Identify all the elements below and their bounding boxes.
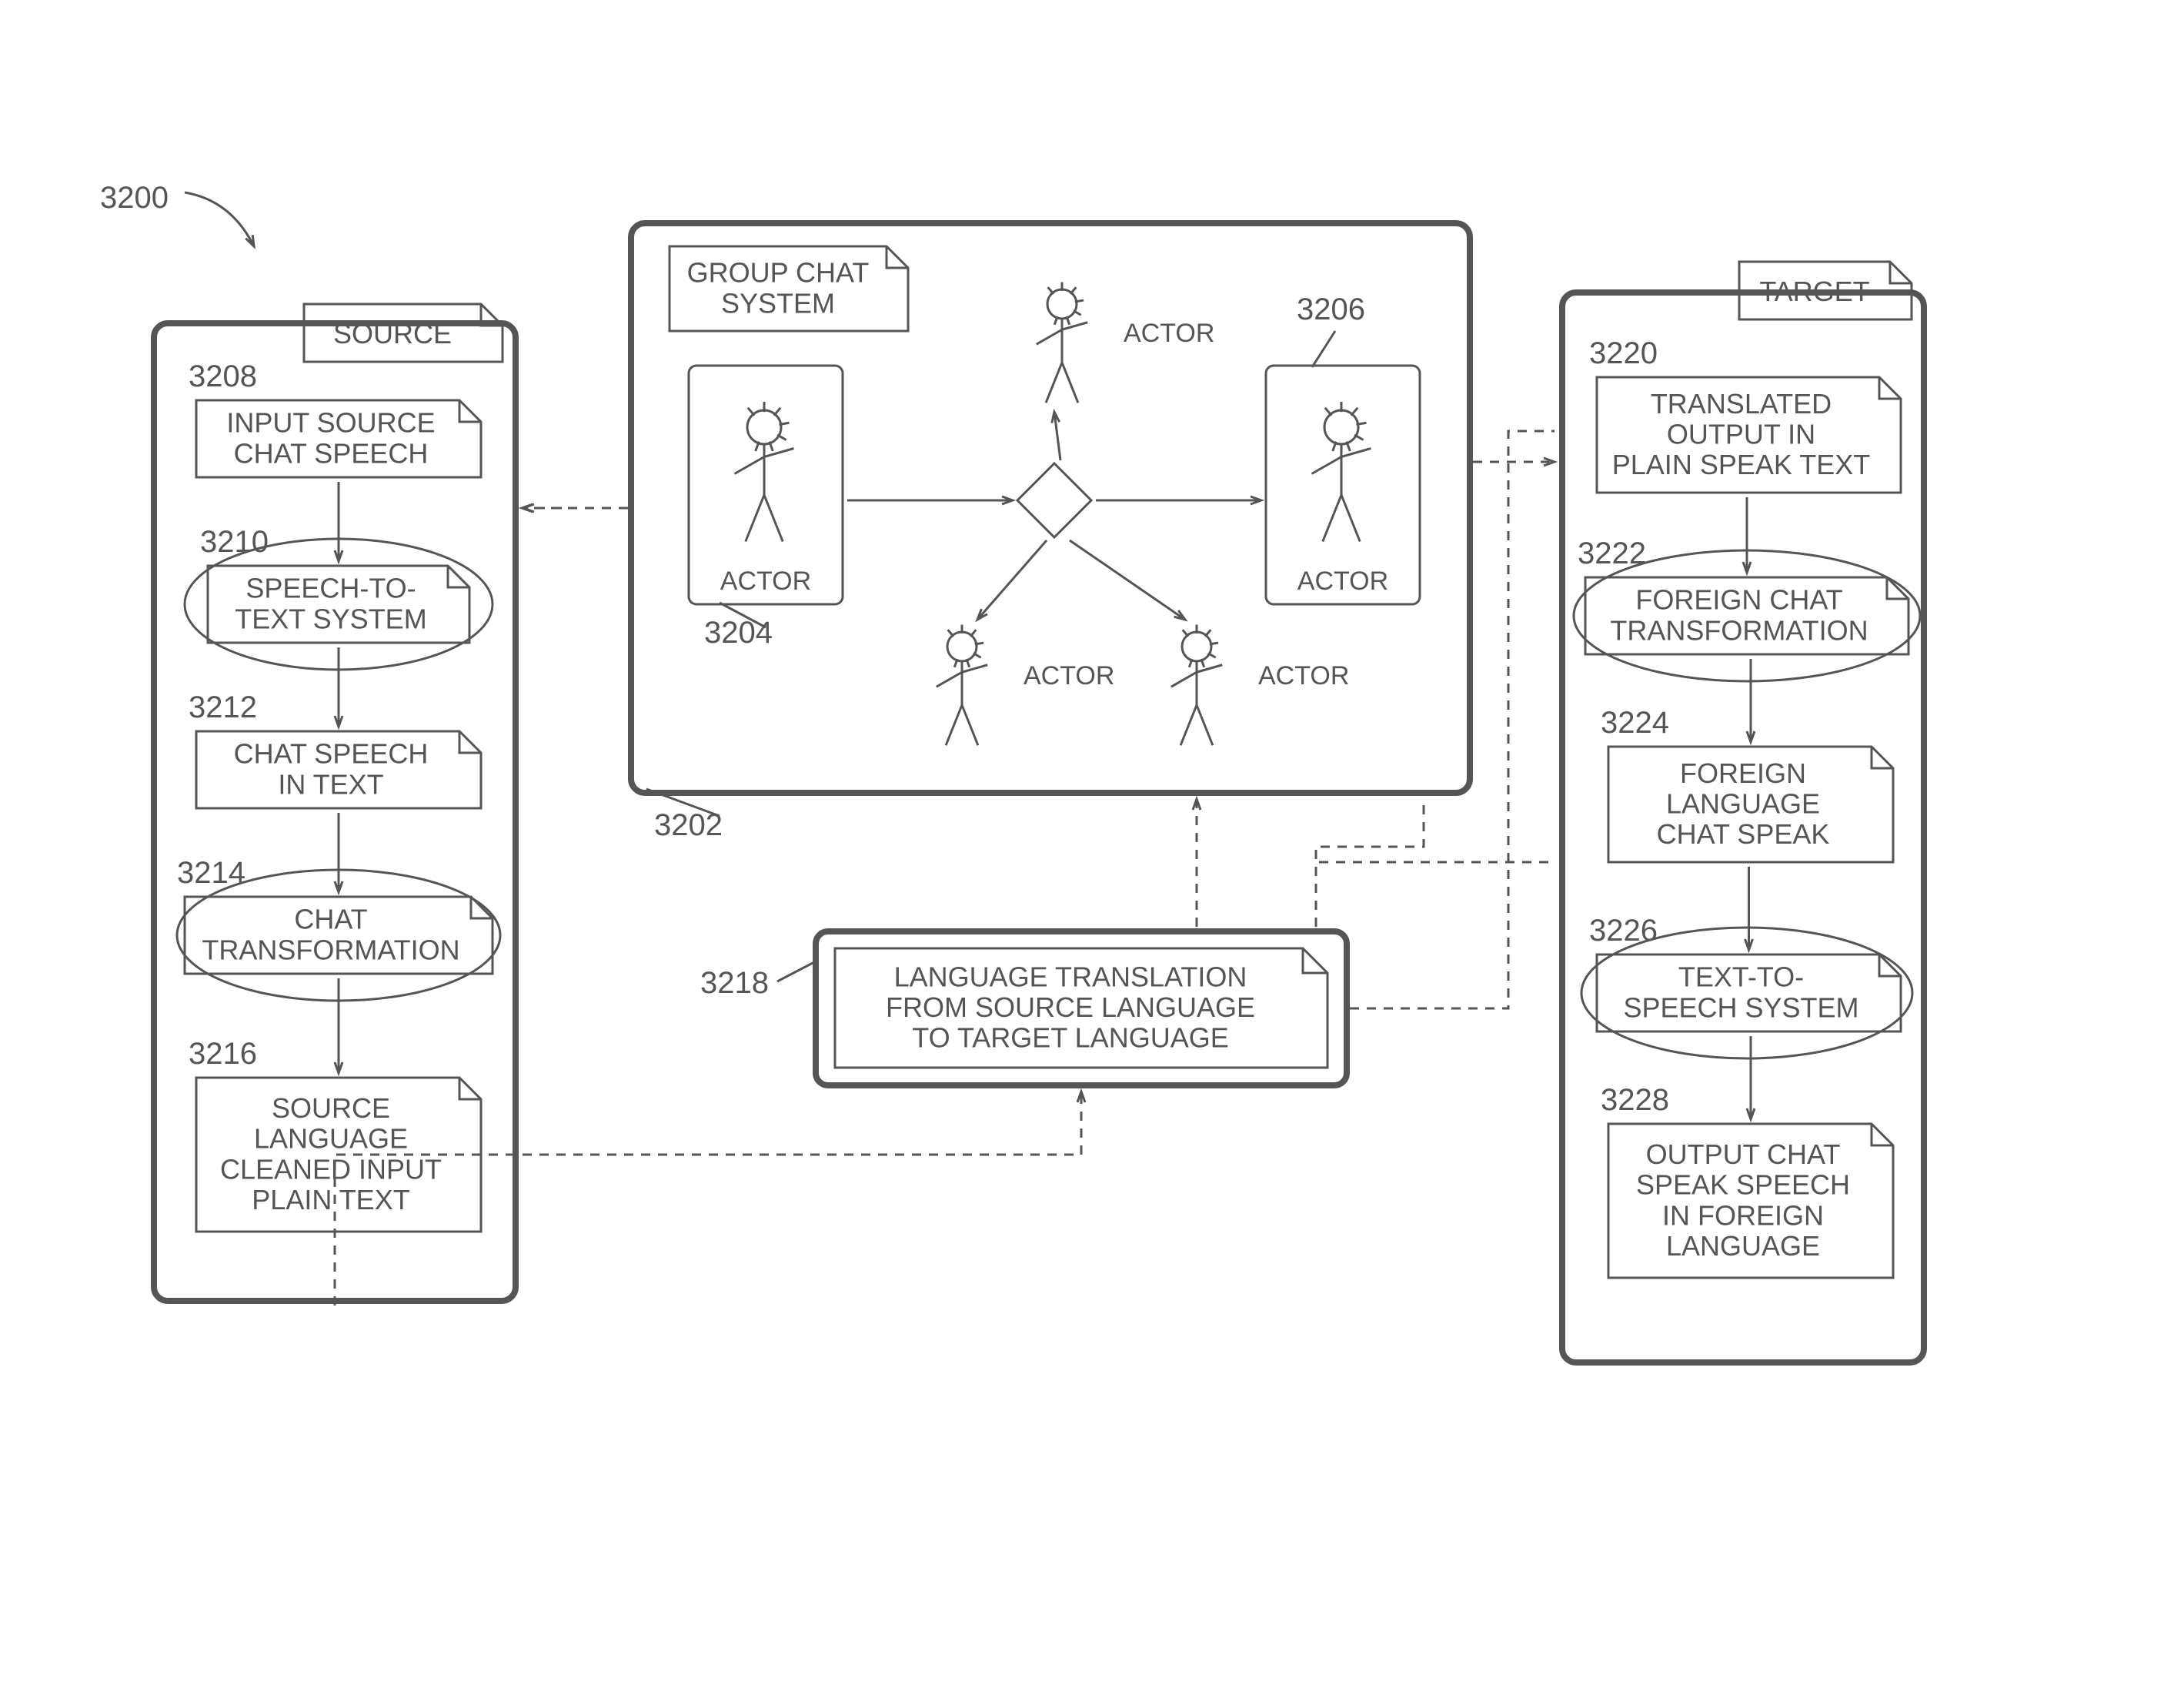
source-item-3210: SPEECH-TO-TEXT SYSTEM — [235, 573, 426, 635]
ref-3208: 3208 — [189, 359, 257, 393]
svg-text:CHAT SPEECH: CHAT SPEECH — [234, 437, 429, 469]
svg-text:PLAIN SPEAK TEXT: PLAIN SPEAK TEXT — [1612, 449, 1870, 480]
svg-text:GROUP CHAT: GROUP CHAT — [687, 257, 870, 289]
actor-icon — [735, 402, 794, 542]
source-item-3214: CHATTRANSFORMATION — [202, 904, 459, 966]
translation-label: LANGUAGE TRANSLATIONFROM SOURCE LANGUAGE… — [886, 961, 1255, 1053]
actor-icon — [1171, 625, 1223, 746]
target-item-3226: TEXT-TO-SPEECH SYSTEM — [1623, 961, 1858, 1024]
svg-text:LANGUAGE: LANGUAGE — [1666, 788, 1820, 820]
svg-text:LANGUAGE: LANGUAGE — [1666, 1230, 1820, 1262]
svg-text:LANGUAGE TRANSLATION: LANGUAGE TRANSLATION — [894, 961, 1247, 992]
svg-text:TO TARGET LANGUAGE: TO TARGET LANGUAGE — [912, 1022, 1228, 1054]
svg-text:LANGUAGE: LANGUAGE — [254, 1123, 408, 1155]
svg-text:FROM SOURCE LANGUAGE: FROM SOURCE LANGUAGE — [886, 991, 1255, 1023]
svg-text:OUTPUT IN: OUTPUT IN — [1667, 419, 1815, 450]
actor-icon — [1312, 402, 1371, 542]
svg-text:TEXT-TO-: TEXT-TO- — [1678, 961, 1804, 993]
svg-text:SOURCE: SOURCE — [333, 318, 452, 349]
ref-3226: 3226 — [1589, 914, 1658, 948]
svg-text:SPEECH-TO-: SPEECH-TO- — [245, 573, 416, 604]
patent-diagram: 3200SOURCEINPUT SOURCECHAT SPEECH3208SPE… — [0, 0, 2184, 1695]
svg-text:TEXT SYSTEM: TEXT SYSTEM — [235, 603, 426, 634]
svg-text:SPEAK SPEECH: SPEAK SPEECH — [1636, 1169, 1850, 1201]
svg-text:TRANSFORMATION: TRANSFORMATION — [202, 934, 459, 965]
svg-text:PLAIN TEXT: PLAIN TEXT — [252, 1184, 409, 1215]
svg-text:ACTOR: ACTOR — [1124, 319, 1214, 348]
ref-3206: 3206 — [1297, 293, 1365, 326]
actor-icon — [937, 625, 988, 746]
svg-text:CHAT: CHAT — [294, 904, 367, 935]
ref-3220: 3220 — [1589, 336, 1658, 370]
svg-text:INPUT SOURCE: INPUT SOURCE — [226, 407, 435, 439]
actor-label: ACTOR — [1297, 567, 1388, 596]
svg-text:IN FOREIGN: IN FOREIGN — [1662, 1199, 1824, 1231]
svg-text:TRANSFORMATION: TRANSFORMATION — [1610, 614, 1868, 646]
ref-3222: 3222 — [1578, 537, 1646, 570]
svg-text:CLEANED INPUT: CLEANED INPUT — [220, 1153, 442, 1185]
svg-text:ACTOR: ACTOR — [1024, 661, 1114, 690]
ref-3224: 3224 — [1601, 706, 1669, 740]
actor-label: ACTOR — [720, 567, 811, 596]
source-item-3208: INPUT SOURCECHAT SPEECH — [226, 407, 435, 470]
actor-label: ACTOR — [1258, 661, 1349, 690]
svg-text:TRANSLATED: TRANSLATED — [1651, 388, 1832, 420]
actor-icon — [1037, 282, 1088, 403]
svg-text:CHAT SPEAK: CHAT SPEAK — [1657, 818, 1830, 850]
ref-3212: 3212 — [189, 690, 257, 724]
svg-text:TARGET: TARGET — [1759, 276, 1869, 307]
ref-3214: 3214 — [177, 856, 245, 890]
target-item-3228: OUTPUT CHATSPEAK SPEECHIN FOREIGNLANGUAG… — [1636, 1138, 1850, 1262]
ref-3204: 3204 — [704, 616, 773, 650]
hub-diamond — [1017, 463, 1091, 537]
target-item-3224: FOREIGNLANGUAGECHAT SPEAK — [1657, 757, 1830, 850]
svg-text:SPEECH SYSTEM: SPEECH SYSTEM — [1623, 991, 1858, 1023]
actor-label: ACTOR — [1024, 661, 1114, 690]
ref-3210: 3210 — [200, 525, 269, 559]
source-title: SOURCE — [333, 318, 452, 349]
svg-text:ACTOR: ACTOR — [1258, 661, 1349, 690]
target-item-3220: TRANSLATEDOUTPUT INPLAIN SPEAK TEXT — [1612, 388, 1870, 480]
actor-label: ACTOR — [1124, 319, 1214, 348]
ref-3218: 3218 — [700, 966, 769, 1000]
group-chat-title: GROUP CHATSYSTEM — [687, 257, 870, 319]
figure-ref: 3200 — [100, 181, 169, 215]
target-title: TARGET — [1759, 276, 1869, 307]
svg-text:ACTOR: ACTOR — [1297, 567, 1388, 596]
svg-text:IN TEXT: IN TEXT — [278, 768, 383, 800]
svg-text:SOURCE: SOURCE — [272, 1092, 390, 1124]
svg-text:SYSTEM: SYSTEM — [721, 287, 835, 319]
source-item-3212: CHAT SPEECHIN TEXT — [234, 738, 429, 801]
target-item-3222: FOREIGN CHATTRANSFORMATION — [1610, 584, 1868, 647]
ref-3216: 3216 — [189, 1037, 257, 1071]
svg-text:ACTOR: ACTOR — [720, 567, 811, 596]
ref-3228: 3228 — [1601, 1083, 1669, 1117]
svg-text:FOREIGN: FOREIGN — [1680, 757, 1806, 789]
svg-text:OUTPUT CHAT: OUTPUT CHAT — [1646, 1138, 1841, 1170]
svg-text:FOREIGN CHAT: FOREIGN CHAT — [1635, 584, 1842, 616]
svg-text:CHAT SPEECH: CHAT SPEECH — [234, 738, 429, 770]
